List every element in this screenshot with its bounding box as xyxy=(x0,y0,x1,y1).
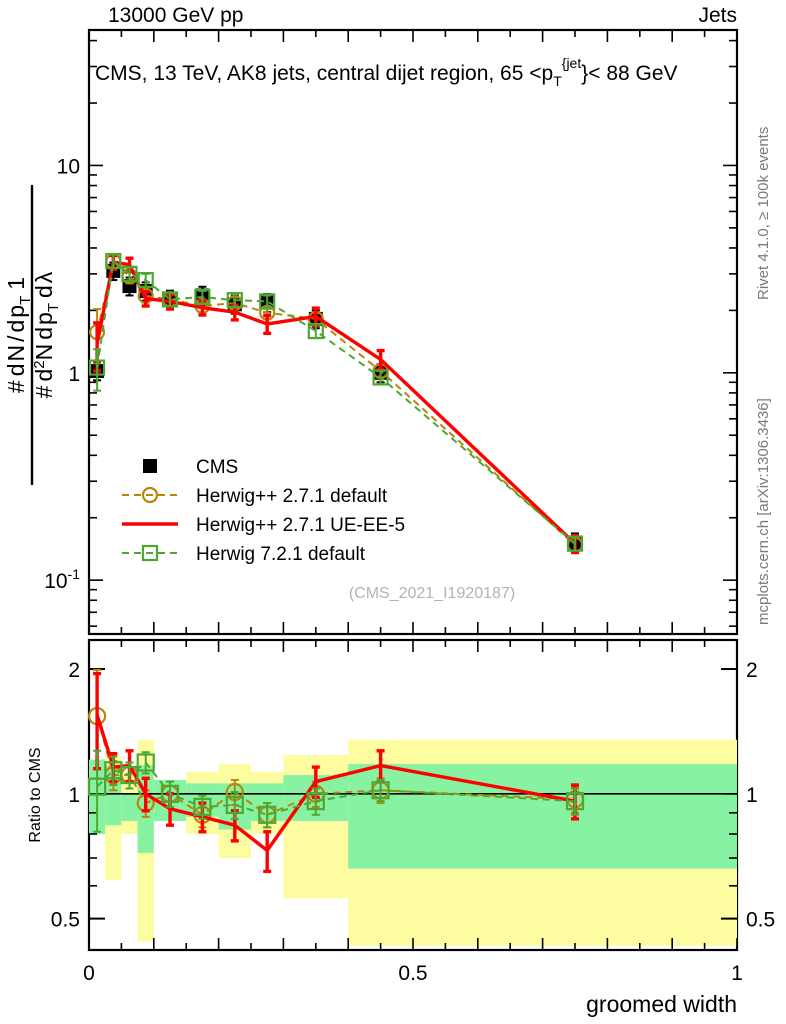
data-marker xyxy=(193,797,212,816)
x-axis-label-value: 0.5 xyxy=(398,962,427,985)
data-marker xyxy=(141,544,159,562)
legend-label: CMS xyxy=(196,457,238,478)
x-axis-label-value: 1 xyxy=(731,962,743,985)
legend: CMS Herwig++ 2.7.1 default Herwig++ 2.7.1 … xyxy=(122,457,405,565)
title-main: CMS, 13 TeV, AK8 jets, central dijet reg… xyxy=(95,62,553,85)
data-marker xyxy=(307,322,324,340)
ratio-y-label-left: 2 xyxy=(68,659,80,682)
header-left: 13000 GeV pp xyxy=(108,4,243,27)
title-tail: }< 88 GeV xyxy=(581,62,677,85)
x-tick-labels: 0 0.5 1 xyxy=(83,962,743,985)
title-sub: T xyxy=(553,73,562,89)
data-marker xyxy=(566,535,584,552)
mcplots-note: mcplots.cern.ch [arXiv:1306.3436] xyxy=(755,398,772,625)
data-marker xyxy=(88,359,106,376)
ratio-axis-label: Ratio to CMS xyxy=(27,747,44,842)
y-axis-label: #dN/dpT1 #d2NdpTdλ xyxy=(3,185,62,485)
rivet-version-note: Rivet 4.1.0, ≥ 100k events xyxy=(755,127,772,300)
main-y-label: 1 xyxy=(68,363,80,386)
ratio-band-inner xyxy=(105,765,122,826)
main-y-label: 10 xyxy=(57,155,80,178)
main-y-tick-labels: 10 1 10-1 xyxy=(44,155,80,593)
data-marker xyxy=(225,795,244,815)
data-marker xyxy=(143,459,157,473)
legend-item-cms[interactable]: CMS xyxy=(143,457,238,478)
main-y-label: 10-1 xyxy=(44,566,80,593)
data-marker xyxy=(259,293,276,310)
legend-label: Herwig 7.2.1 default xyxy=(196,544,366,565)
data-marker xyxy=(226,292,243,309)
legend-label: Herwig++ 2.7.1 UE-EE-5 xyxy=(196,515,405,536)
legend-item-herwig-2-7-1-default[interactable]: Herwig++ 2.7.1 default xyxy=(122,486,388,507)
analysis-id-watermark: (CMS_2021_I1920187) xyxy=(349,585,515,602)
data-marker xyxy=(136,753,155,772)
data-marker xyxy=(120,765,139,785)
ratio-y-label-left: 0.5 xyxy=(51,909,80,932)
data-marker xyxy=(161,291,179,308)
data-marker xyxy=(372,369,389,386)
x-axis-label-value: 0 xyxy=(83,962,95,985)
series-herwig-2-7-1-ue-ee-5 xyxy=(93,253,579,555)
x-axis-label: groomed width xyxy=(586,991,737,1017)
ratio-series-group xyxy=(87,668,585,874)
data-marker xyxy=(141,486,159,504)
data-marker xyxy=(121,265,138,282)
title-sup: {jet xyxy=(562,55,582,71)
data-marker xyxy=(87,777,107,796)
data-marker xyxy=(105,252,122,270)
ratio-y-label-left: 1 xyxy=(68,784,80,807)
main-axis-ticks xyxy=(88,30,738,634)
ratio-uncertainty-bands xyxy=(89,739,737,946)
data-marker xyxy=(258,805,277,824)
y-axis-denominator: #d2NdpTdλ xyxy=(31,271,62,398)
main-series-group xyxy=(88,252,584,555)
svg-text:CMS, 13 TeV, AK8 jets, central: CMS, 13 TeV, AK8 jets, central dijet reg… xyxy=(95,55,678,89)
data-marker xyxy=(194,288,211,306)
ratio-band-inner xyxy=(121,793,138,821)
legend-label: Herwig++ 2.7.1 default xyxy=(196,486,388,507)
data-marker xyxy=(371,781,390,800)
header-right: Jets xyxy=(698,4,737,27)
ratio-y-label-right: 2 xyxy=(746,659,758,682)
data-marker xyxy=(565,792,585,811)
data-marker xyxy=(137,271,154,289)
data-marker xyxy=(306,792,325,811)
ratio-y-label-right: 1 xyxy=(746,784,758,807)
y-axis-numerator: #dN/dpT1 xyxy=(3,277,34,393)
plot-title: CMS, 13 TeV, AK8 jets, central dijet reg… xyxy=(95,55,678,89)
series-herwig-7-2-1-default xyxy=(87,749,585,833)
ratio-y-tick-labels: 2 2 1 1 0.5 0.5 xyxy=(51,659,775,932)
legend-item-herwig-2-7-1-ue-ee-5[interactable]: Herwig++ 2.7.1 UE-EE-5 xyxy=(122,515,405,536)
data-marker xyxy=(160,784,180,803)
ratio-y-label-right: 0.5 xyxy=(746,909,775,932)
series-herwig-7-2-1-default xyxy=(88,252,584,552)
main-panel-frame xyxy=(87,28,739,636)
legend-item-herwig-7-2-1-default[interactable]: Herwig 7.2.1 default xyxy=(122,544,366,565)
